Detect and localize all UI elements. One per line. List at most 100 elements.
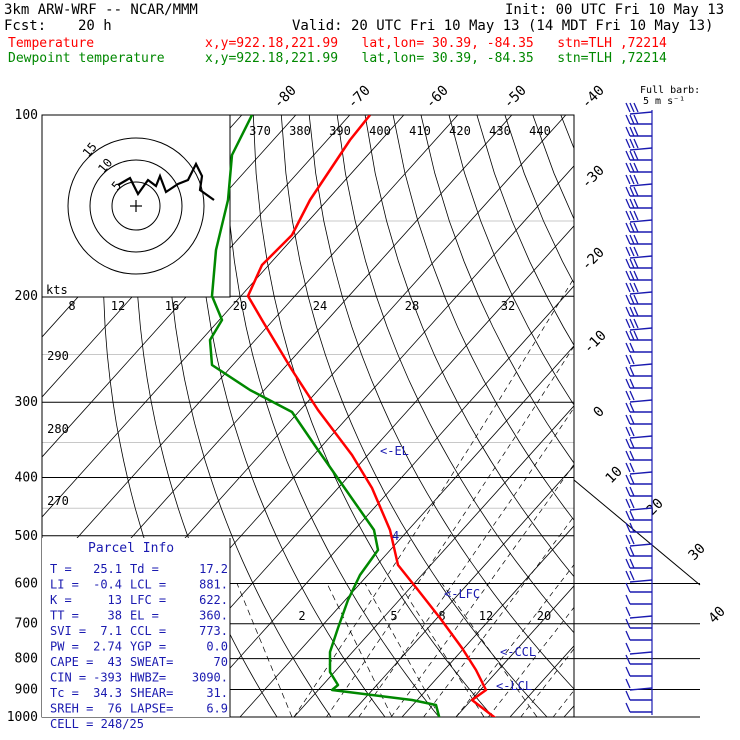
mixing-ratio-label: 8 bbox=[438, 609, 445, 623]
dry-adiabat bbox=[673, 115, 740, 730]
theta-label: 440 bbox=[529, 124, 551, 138]
wind-barb-feather bbox=[625, 582, 631, 593]
wind-barb bbox=[629, 219, 653, 223]
wind-barb-feather bbox=[625, 534, 631, 545]
parcel-row-label: SREH = bbox=[50, 702, 93, 716]
wind-barb bbox=[629, 327, 653, 331]
wind-barb-feather bbox=[625, 102, 631, 113]
wind-barb-feather bbox=[629, 570, 635, 581]
moist-adiabat bbox=[552, 689, 574, 717]
wind-barb-feather bbox=[633, 126, 639, 137]
moist-adiabat bbox=[358, 407, 574, 717]
parcel-row-label: PW = bbox=[50, 640, 79, 654]
wind-barb-feather bbox=[625, 630, 631, 641]
hodograph-units: kts bbox=[46, 283, 68, 297]
parcel-row-value-2: 881. bbox=[199, 578, 228, 592]
isotherm-label: 0 bbox=[591, 404, 608, 421]
wind-barb-feather bbox=[633, 186, 639, 197]
wind-barb-feather bbox=[629, 414, 635, 425]
wind-barb-feather bbox=[629, 258, 635, 269]
wind-barb-feather bbox=[629, 462, 635, 473]
isotherm-label: -40 bbox=[579, 83, 608, 112]
parcel-row-label-2: Td = bbox=[130, 562, 159, 576]
wind-barb-feather bbox=[633, 210, 639, 221]
hodograph-trace bbox=[117, 161, 215, 201]
isotherm-label: -10 bbox=[581, 328, 610, 357]
wind-barb bbox=[629, 651, 653, 655]
wind-barb-feather bbox=[625, 330, 631, 341]
wind-barb-feather bbox=[625, 426, 631, 437]
isotherm bbox=[509, 645, 574, 717]
init-time: Init: 00 UTC Fri 10 May 13 bbox=[505, 2, 725, 18]
isotherm-label: 20 bbox=[644, 496, 667, 519]
dry-adiabat bbox=[560, 115, 574, 150]
wind-barb-feather bbox=[625, 558, 631, 569]
isotherm bbox=[455, 585, 574, 717]
wind-barb bbox=[629, 687, 653, 691]
lfc-marker: <-LFC bbox=[444, 587, 480, 601]
wind-barb-feather bbox=[625, 690, 631, 701]
wind-barb bbox=[629, 615, 653, 619]
theta-label: 420 bbox=[449, 124, 471, 138]
wind-barb bbox=[629, 399, 653, 403]
parcel-row-label: K = bbox=[50, 593, 72, 607]
parcel-row-label: CAPE = bbox=[50, 655, 93, 669]
wind-barb-feather bbox=[629, 210, 635, 221]
parcel-row-value-2: 70 bbox=[214, 655, 228, 669]
wind-barb-feather bbox=[633, 306, 639, 317]
wind-barb-feather bbox=[633, 318, 639, 329]
isotherm-label: -50 bbox=[501, 83, 530, 112]
mixing-ratio-line bbox=[326, 583, 393, 717]
wind-barb-feather bbox=[629, 114, 635, 125]
wind-barb-feather bbox=[625, 366, 631, 377]
barb-legend-title: Full barb: bbox=[640, 85, 700, 96]
hodograph-ring bbox=[89, 159, 183, 253]
parcel-row-value: 25.1 bbox=[93, 562, 122, 576]
wind-barb-feather bbox=[625, 522, 631, 533]
parcel-row-label: TT = bbox=[50, 609, 79, 623]
wind-barb-feather bbox=[629, 246, 635, 257]
wind-barb-feather bbox=[629, 510, 635, 521]
dry-adiabat bbox=[504, 115, 574, 285]
dry-adiabat bbox=[420, 115, 574, 464]
dewpoint-legend-label: Dewpoint temperature bbox=[8, 51, 165, 66]
pressure-label-500: 500 bbox=[15, 529, 38, 544]
wind-barb-feather bbox=[633, 294, 639, 305]
wind-barb-feather bbox=[625, 342, 631, 353]
parcel-row-value: 43 bbox=[108, 655, 122, 669]
wind-barb-feather bbox=[625, 666, 631, 677]
dry-adiabat bbox=[196, 115, 386, 717]
wind-barb-feather bbox=[625, 282, 631, 293]
wind-barb-feather bbox=[633, 270, 639, 281]
dewpoint-location-info: x,y=922.18,221.99 lat,lon= 30.39, -84.35… bbox=[205, 51, 667, 66]
pressure-label-800: 800 bbox=[15, 652, 38, 667]
wind-barb-feather bbox=[625, 318, 631, 329]
lcl-marker: <-LCL bbox=[496, 679, 532, 693]
isotherm bbox=[347, 465, 574, 717]
wind-barb-feather bbox=[625, 294, 631, 305]
wind-barb-feather bbox=[629, 174, 635, 185]
dry-adiabat bbox=[280, 115, 548, 717]
wind-barb-feather bbox=[625, 702, 631, 713]
pressure-label-200: 200 bbox=[15, 289, 38, 304]
wind-barb-feather bbox=[629, 546, 635, 557]
wind-barb-feather bbox=[629, 378, 635, 389]
wind-barb-feather bbox=[633, 330, 639, 341]
theta-label: 370 bbox=[249, 124, 271, 138]
speed-scale-label: 28 bbox=[405, 299, 419, 313]
parcel-row-value: 7.1 bbox=[100, 624, 122, 638]
wind-barb-feather bbox=[625, 258, 631, 269]
theta-label-left: 280 bbox=[47, 422, 69, 436]
barb-legend-units: 5 m s⁻¹ bbox=[643, 96, 685, 107]
model-title: 3km ARW-WRF -- NCAR/MMM bbox=[4, 2, 198, 18]
theta-label: 430 bbox=[489, 124, 511, 138]
wind-barb-feather bbox=[625, 570, 631, 581]
isotherm-label: 40 bbox=[706, 604, 729, 627]
wind-barb-feather bbox=[625, 306, 631, 317]
parcel-row-label-2: LAPSE= bbox=[130, 702, 173, 716]
dry-adiabat bbox=[532, 115, 574, 220]
dry-adiabat bbox=[645, 115, 740, 730]
isotherm-label: -60 bbox=[423, 83, 452, 112]
wind-barb-feather bbox=[625, 450, 631, 461]
wind-barb-feather bbox=[629, 438, 635, 449]
